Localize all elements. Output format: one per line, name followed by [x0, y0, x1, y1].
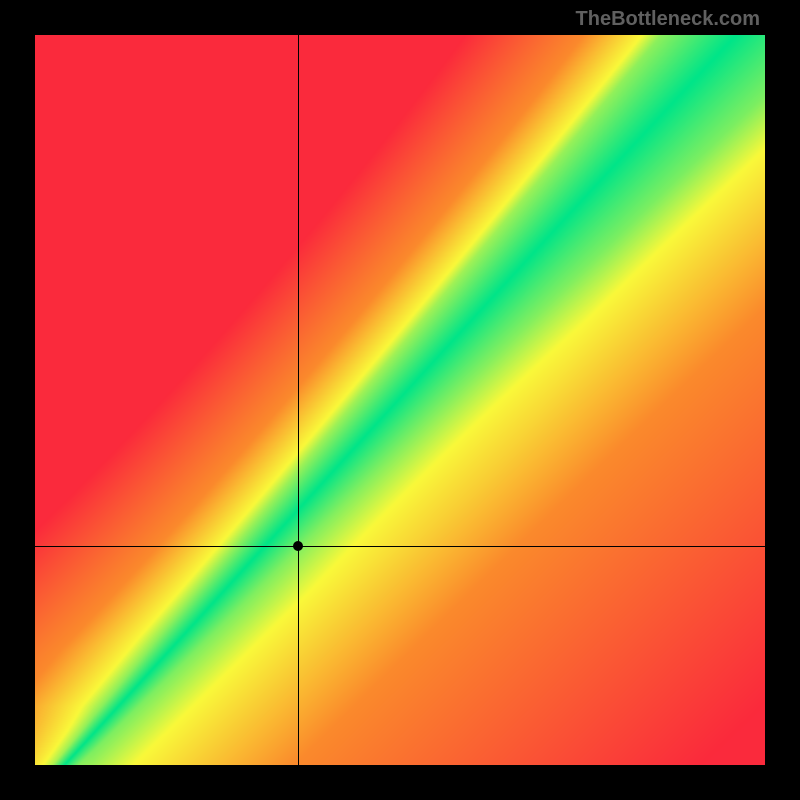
- heatmap-canvas: [35, 35, 765, 765]
- watermark-text: TheBottleneck.com: [576, 8, 760, 31]
- intersection-marker: [293, 541, 303, 551]
- bottleneck-heatmap: [35, 35, 765, 765]
- crosshair-horizontal: [35, 546, 765, 547]
- crosshair-vertical: [298, 35, 299, 765]
